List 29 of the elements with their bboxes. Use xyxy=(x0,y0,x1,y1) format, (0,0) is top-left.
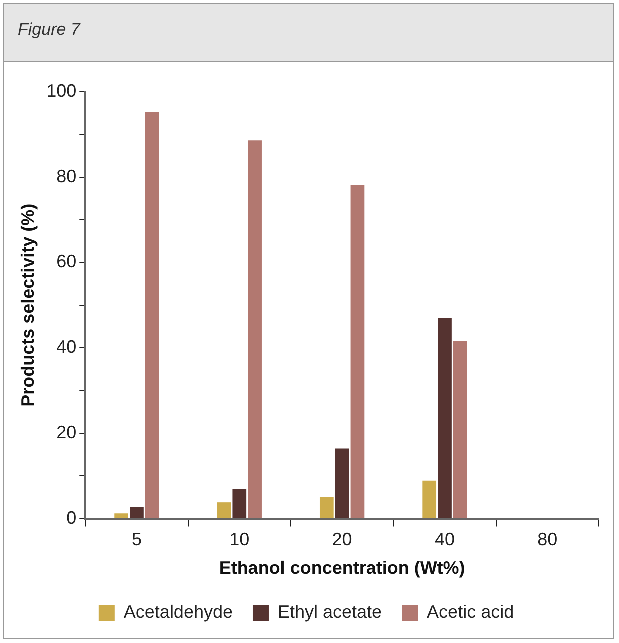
bar xyxy=(232,489,247,518)
bar xyxy=(320,497,334,518)
legend-label: Acetaldehyde xyxy=(124,602,234,622)
x-tick-label: 5 xyxy=(132,530,142,550)
legend-label: Ethyl acetate xyxy=(278,602,382,622)
bar xyxy=(422,480,437,518)
y-axis-title: Products selectivity (%) xyxy=(18,204,38,407)
bar xyxy=(130,507,144,518)
y-tick-label: 80 xyxy=(56,166,77,186)
legend-label: Acetic acid xyxy=(427,602,514,622)
y-tick-label: 60 xyxy=(56,252,77,272)
bar xyxy=(438,318,452,518)
bar xyxy=(248,140,262,518)
x-tick-label: 20 xyxy=(332,530,352,550)
bar xyxy=(145,112,160,518)
y-tick-label: 20 xyxy=(56,422,77,442)
y-tick-label: 100 xyxy=(46,80,77,101)
x-tick-label: 10 xyxy=(230,530,250,550)
x-tick-label: 40 xyxy=(434,530,456,550)
x-axis-title: Ethanol concentration (Wt%) xyxy=(219,558,466,578)
chart-title: Figure 7 xyxy=(4,4,613,62)
y-tick-label: 40 xyxy=(56,337,77,358)
bar xyxy=(350,185,365,518)
y-tick-label: 0 xyxy=(66,508,77,528)
bar xyxy=(114,514,128,518)
bar xyxy=(217,502,232,518)
x-tick-label: 80 xyxy=(538,530,558,550)
bar xyxy=(335,448,350,518)
bar xyxy=(453,341,468,518)
